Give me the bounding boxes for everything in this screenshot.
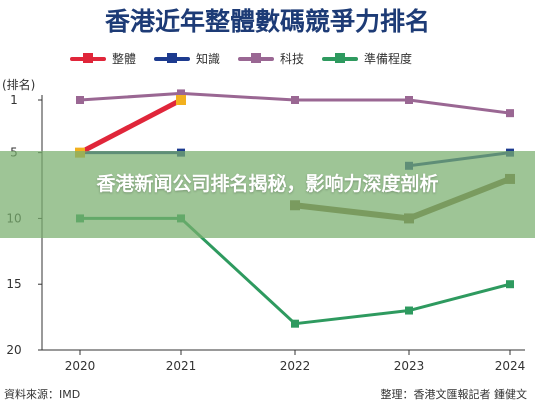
point-technology: [506, 109, 514, 118]
series-line-overall: [78, 97, 183, 155]
x-tick-label: 2023: [394, 359, 425, 373]
credit-note: 整理：香港文匯報記者 鍾健文: [380, 388, 528, 401]
legend-item-overall: 整體: [70, 50, 136, 67]
point-readiness: [291, 319, 299, 328]
legend-label-technology: 科技: [280, 52, 305, 66]
headline-text: 香港新闻公司排名揭秘，影响力深度剖析: [96, 173, 439, 195]
point-technology: [177, 89, 185, 98]
source-note: 資料來源：IMD: [4, 388, 81, 401]
point-readiness: [405, 306, 413, 315]
legend-swatch-knowledge: [154, 52, 191, 63]
point-technology: [76, 96, 84, 104]
legend-swatch-overall: [70, 52, 106, 63]
legend-item-readiness: 準備程度: [322, 50, 412, 67]
legend-label-overall: 整體: [112, 52, 137, 66]
point-readiness: [506, 280, 514, 289]
point-technology: [291, 96, 299, 104]
legend-item-knowledge: 知識: [154, 50, 220, 67]
legend-label-readiness: 準備程度: [364, 52, 413, 66]
x-tick-label: 2020: [65, 359, 96, 373]
headline-banner: [0, 151, 535, 238]
y-tick-label: 1: [10, 93, 18, 107]
point-overall: [176, 95, 186, 105]
y-axis-label: (排名): [2, 78, 36, 92]
legend: 整體 知識 科技 準備程度: [70, 50, 520, 67]
chart-title: 香港近年整體數碼競爭力排名: [104, 7, 430, 36]
legend-item-technology: 科技: [238, 50, 304, 67]
y-tick-label: 15: [6, 277, 21, 291]
x-tick-label: 2024: [495, 359, 526, 373]
point-technology: [405, 96, 413, 104]
legend-swatch-technology: [238, 52, 275, 63]
legend-label-knowledge: 知識: [196, 52, 221, 66]
y-tick-label: 20: [6, 343, 21, 357]
x-tick-label: 2022: [280, 359, 311, 373]
x-tick-label: 2021: [166, 359, 197, 373]
legend-swatch-readiness: [322, 52, 359, 63]
